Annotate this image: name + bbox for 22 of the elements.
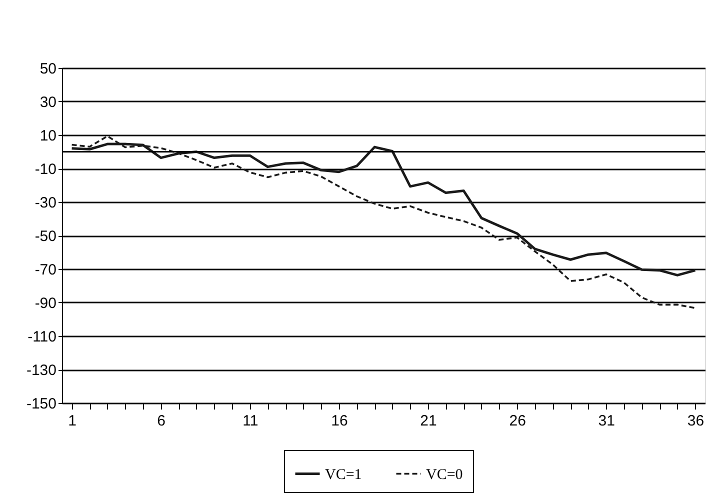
y-tick-label: -30 [34,194,56,212]
line-series [70,135,696,309]
legend-label: VC=0 [426,466,463,483]
y-tick-label: -70 [34,262,56,278]
x-tick-label: 11 [242,412,258,430]
x-tick-label: 26 [509,412,526,430]
x-tick-label: 36 [687,412,704,430]
y-tick-label: -10 [34,161,56,178]
y-tick-label: 30 [40,94,56,111]
x-tick-label: 1 [68,412,76,430]
y-tick-label: 10 [40,128,56,144]
y-tick-label: -90 [34,295,56,312]
y-tick-label: -110 [28,328,56,346]
x-tick-label: 6 [157,412,166,430]
y-tick-label: 50 [40,60,56,78]
y-tick-label: -130 [26,362,56,379]
legend-label: VC=1 [325,466,362,483]
x-tick-label: 31 [598,412,615,430]
x-tick-label: 16 [331,412,348,430]
y-tick-label: -50 [34,228,56,245]
y-tick-label: -150 [26,396,56,412]
x-tick-label: 21 [420,412,437,430]
